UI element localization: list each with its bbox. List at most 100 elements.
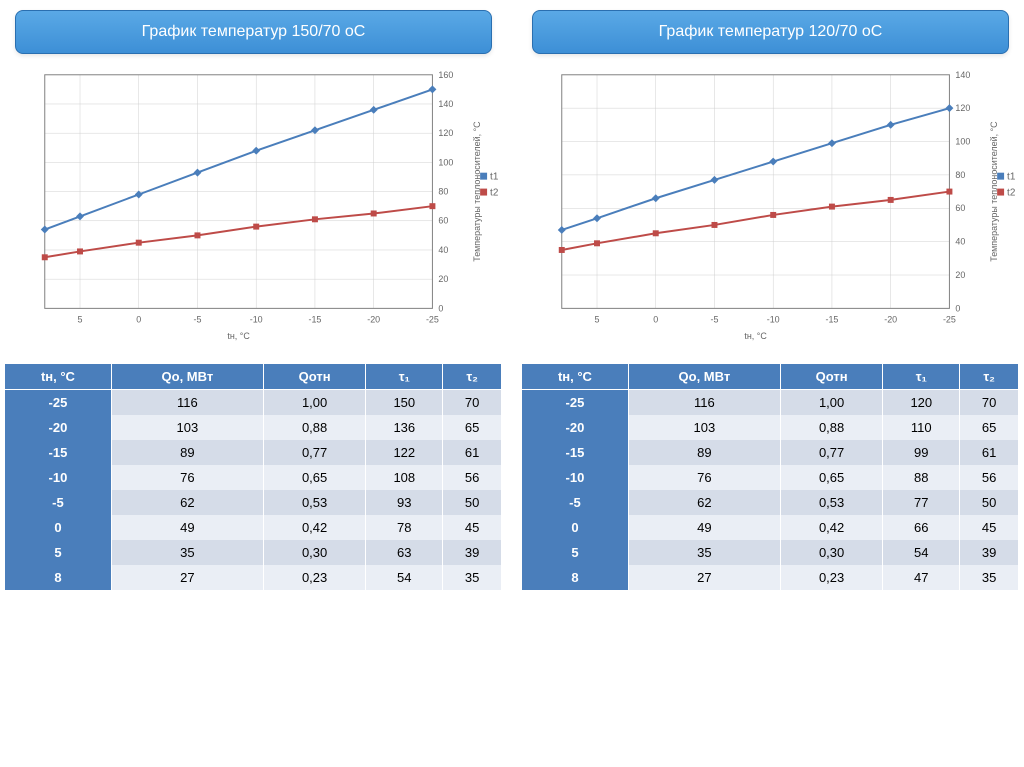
table-cell: 47: [883, 565, 960, 590]
table-cell: 89: [111, 440, 263, 465]
svg-text:-15: -15: [308, 314, 321, 324]
table-header: Qо, МВт: [111, 364, 263, 390]
svg-text:tн, °С: tн, °С: [744, 331, 767, 341]
table-cell: 77: [883, 490, 960, 515]
table-cell: 49: [111, 515, 263, 540]
table-cell: 62: [111, 490, 263, 515]
table-cell: -10: [5, 465, 111, 490]
table-cell: 1,00: [780, 390, 883, 416]
table-header: tн, °С: [5, 364, 111, 390]
left-chart-svg: 02040608010012014016050-5-10-15-20-25tн,…: [5, 64, 502, 344]
table-cell: 103: [111, 415, 263, 440]
main-container: График температур 150/70 оС 020406080100…: [0, 0, 1024, 600]
right-title: График температур 120/70 оС: [532, 10, 1009, 54]
svg-text:100: 100: [955, 137, 970, 147]
table-cell: 99: [883, 440, 960, 465]
table-cell: 1,00: [263, 390, 366, 416]
svg-text:0: 0: [438, 303, 443, 313]
table-cell: 0,65: [780, 465, 883, 490]
table-cell: 35: [628, 540, 780, 565]
svg-text:80: 80: [955, 170, 965, 180]
table-cell: 88: [883, 465, 960, 490]
table-row: -5620,537750: [522, 490, 1019, 515]
table-row: -10760,658856: [522, 465, 1019, 490]
table-cell: -5: [5, 490, 111, 515]
svg-text:t2: t2: [490, 188, 499, 199]
table-cell: 0,65: [263, 465, 366, 490]
svg-text:60: 60: [955, 203, 965, 213]
left-table: tн, °СQо, МВтQотнτ₁τ₂ -251161,0015070-20…: [5, 364, 502, 590]
table-header: tн, °С: [522, 364, 628, 390]
table-row: 0490,426645: [522, 515, 1019, 540]
svg-text:40: 40: [955, 237, 965, 247]
table-cell: 66: [883, 515, 960, 540]
table-row: 8270,234735: [522, 565, 1019, 590]
table-cell: 45: [960, 515, 1019, 540]
svg-text:t2: t2: [1007, 188, 1016, 199]
table-cell: -5: [522, 490, 628, 515]
table-cell: -25: [522, 390, 628, 416]
table-cell: -20: [5, 415, 111, 440]
table-cell: 35: [111, 540, 263, 565]
right-panel: График температур 120/70 оС 020406080100…: [522, 10, 1019, 590]
table-cell: 61: [960, 440, 1019, 465]
table-cell: 8: [522, 565, 628, 590]
table-cell: 93: [366, 490, 443, 515]
table-row: -251161,0015070: [5, 390, 502, 416]
table-cell: 78: [366, 515, 443, 540]
table-header: τ₂: [960, 364, 1019, 390]
table-cell: 120: [883, 390, 960, 416]
table-header: Qотн: [780, 364, 883, 390]
table-cell: 61: [443, 440, 502, 465]
svg-text:-5: -5: [710, 314, 718, 324]
svg-text:0: 0: [653, 314, 658, 324]
table-row: -201030,8813665: [5, 415, 502, 440]
table-cell: -10: [522, 465, 628, 490]
table-cell: 63: [366, 540, 443, 565]
table-cell: -15: [5, 440, 111, 465]
table-cell: 150: [366, 390, 443, 416]
table-row: 5350,306339: [5, 540, 502, 565]
table-cell: 54: [366, 565, 443, 590]
svg-text:20: 20: [438, 274, 448, 284]
svg-text:0: 0: [955, 303, 960, 313]
table-cell: 45: [443, 515, 502, 540]
table-cell: 65: [443, 415, 502, 440]
table-header: τ₁: [366, 364, 443, 390]
table-header: Qотн: [263, 364, 366, 390]
svg-text:-10: -10: [767, 314, 780, 324]
table-cell: 0,23: [263, 565, 366, 590]
svg-text:-25: -25: [426, 314, 439, 324]
table-cell: 0,53: [263, 490, 366, 515]
left-title: График температур 150/70 оС: [15, 10, 492, 54]
table-cell: 76: [111, 465, 263, 490]
svg-text:80: 80: [438, 187, 448, 197]
svg-text:120: 120: [955, 103, 970, 113]
table-cell: 0,42: [263, 515, 366, 540]
right-chart: 02040608010012014050-5-10-15-20-25tн, °С…: [522, 64, 1019, 344]
right-chart-svg: 02040608010012014050-5-10-15-20-25tн, °С…: [522, 64, 1019, 344]
table-cell: 103: [628, 415, 780, 440]
table-cell: 35: [960, 565, 1019, 590]
table-cell: 0,23: [780, 565, 883, 590]
table-cell: 0: [5, 515, 111, 540]
table-cell: 0,77: [780, 440, 883, 465]
table-row: -15890,7712261: [5, 440, 502, 465]
table-header: Qо, МВт: [628, 364, 780, 390]
table-cell: 89: [628, 440, 780, 465]
table-row: -201030,8811065: [522, 415, 1019, 440]
svg-text:t1: t1: [490, 172, 499, 183]
table-cell: 0,88: [263, 415, 366, 440]
table-cell: 0,42: [780, 515, 883, 540]
svg-text:-5: -5: [193, 314, 201, 324]
svg-text:0: 0: [136, 314, 141, 324]
table-cell: -15: [522, 440, 628, 465]
svg-text:140: 140: [438, 99, 453, 109]
table-cell: 8: [5, 565, 111, 590]
table-cell: -20: [522, 415, 628, 440]
table-cell: 39: [960, 540, 1019, 565]
table-cell: 0,53: [780, 490, 883, 515]
table-cell: 54: [883, 540, 960, 565]
svg-text:-25: -25: [943, 314, 956, 324]
svg-text:100: 100: [438, 157, 453, 167]
